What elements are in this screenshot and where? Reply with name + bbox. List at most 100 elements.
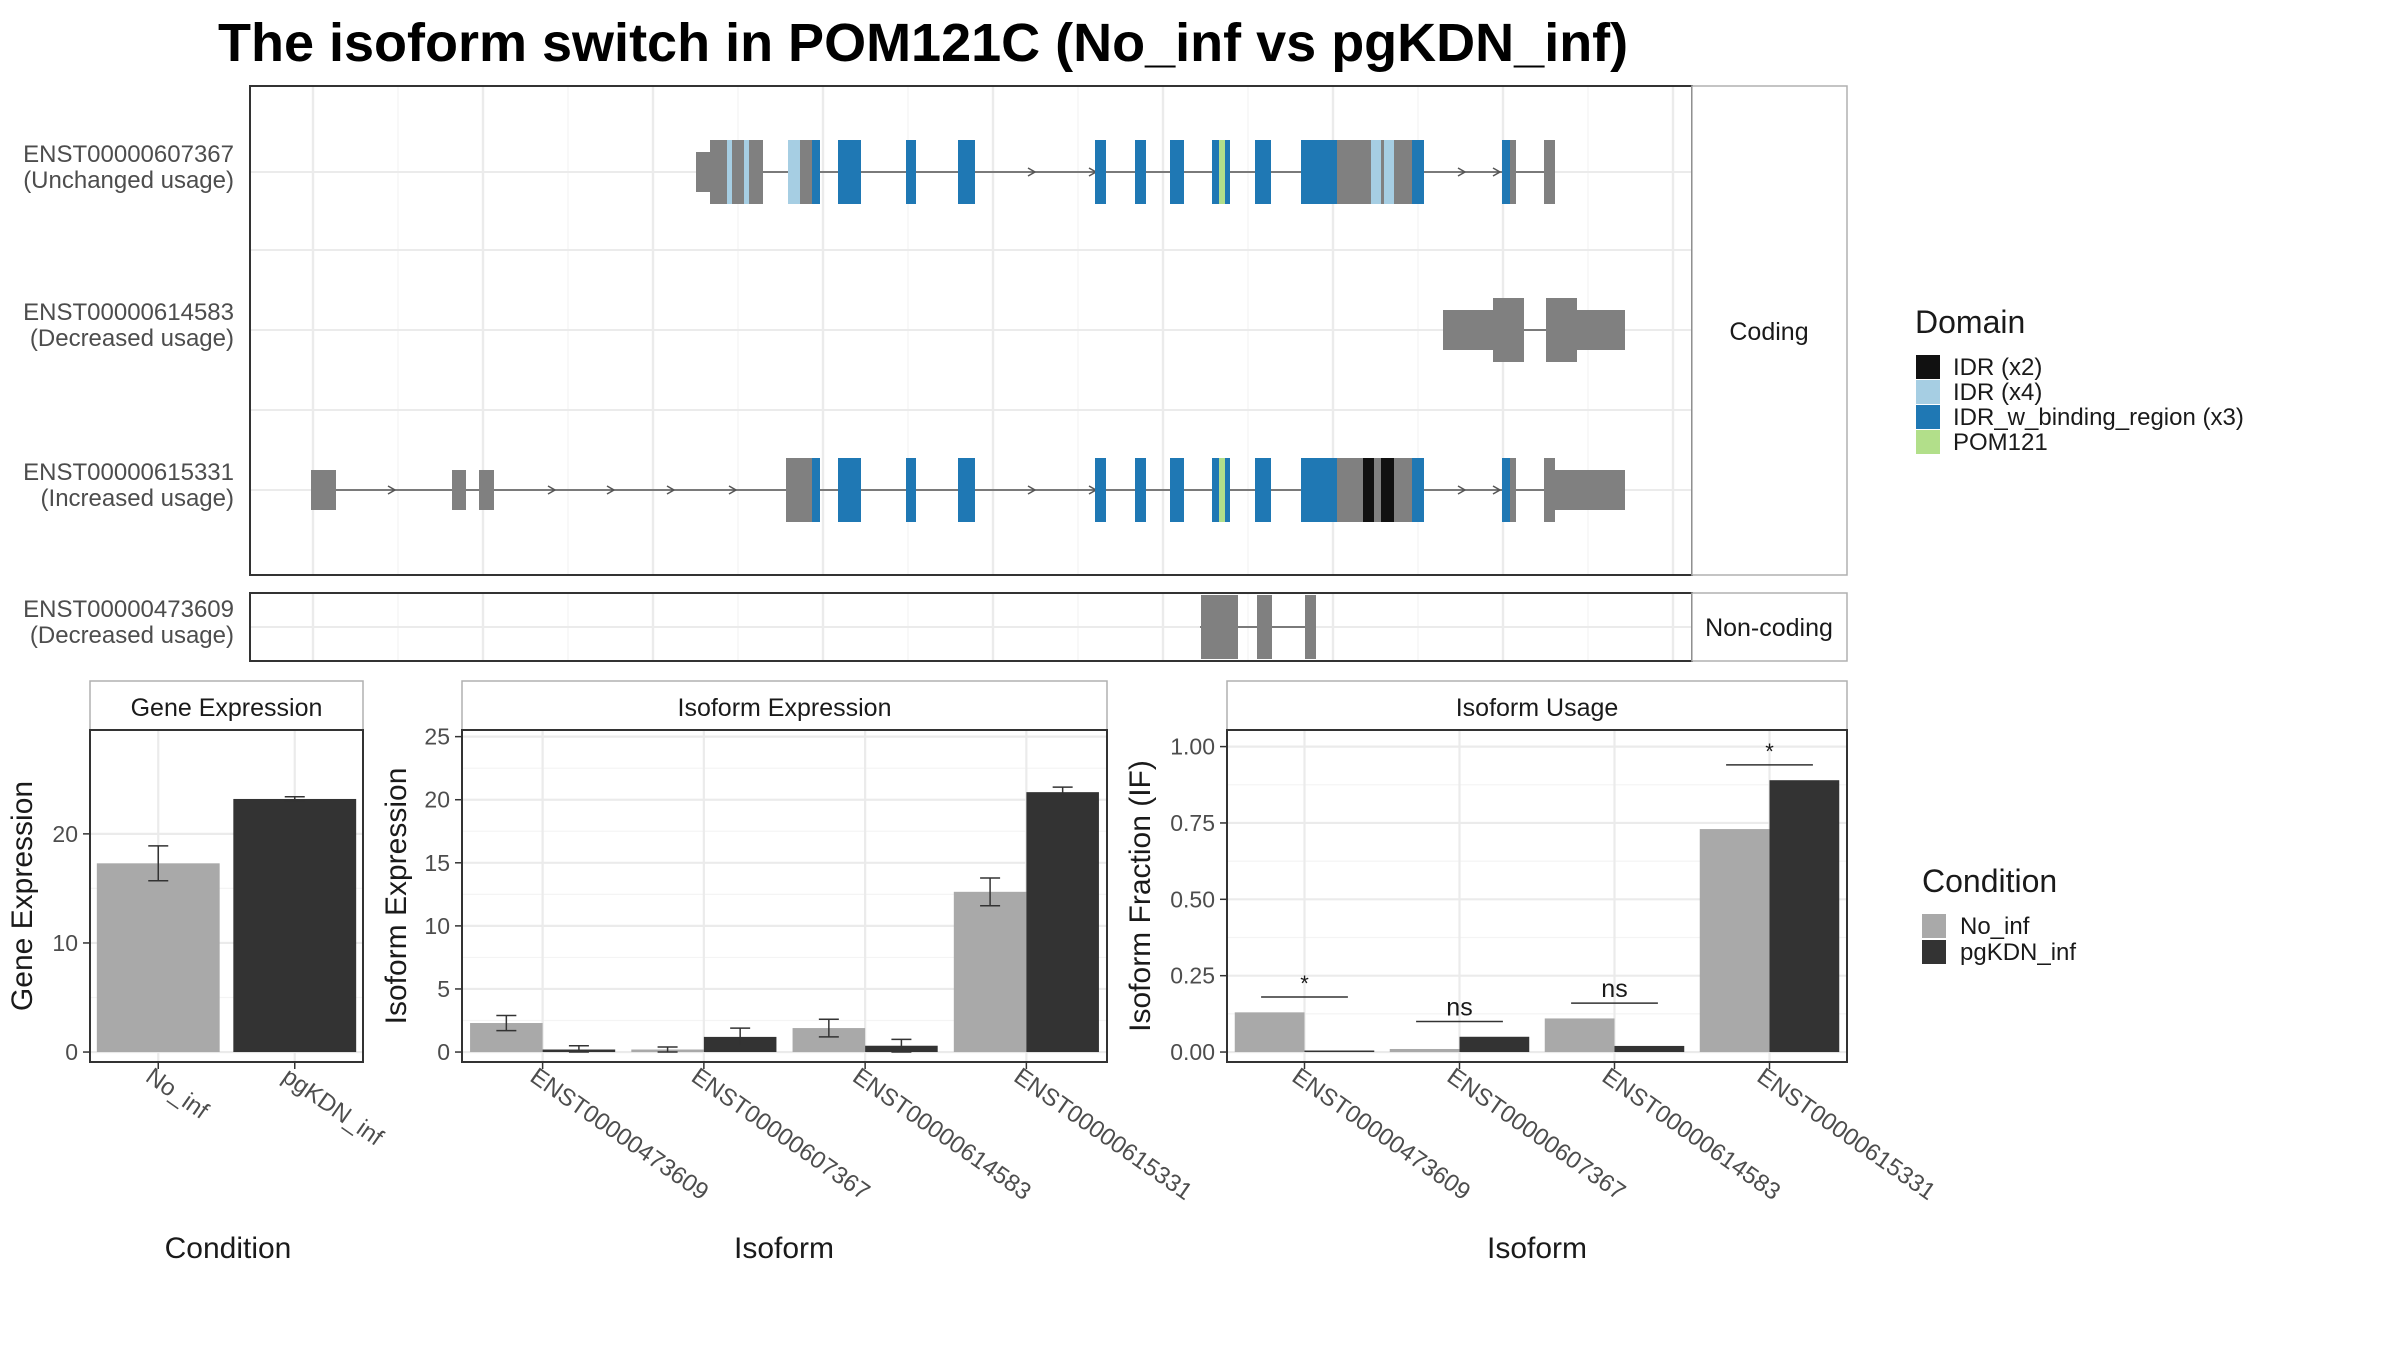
bar-chart-gene-expression: Gene Expression 0 10 20 Gene Expression No_in…: [6, 680, 388, 1265]
exon-block: [1225, 458, 1230, 522]
x-tick-label: ENST00000615331: [1009, 1063, 1197, 1206]
exon-block: [1225, 140, 1230, 204]
y-tick-label: 0.00: [1170, 1039, 1215, 1065]
strand-arrow: [1027, 167, 1037, 177]
exon-block: [906, 140, 916, 204]
exon-block: [1337, 458, 1363, 522]
transcript-structure: Coding Non-coding ENST00000607367(Unchange…: [23, 85, 1848, 662]
significance-label: ns: [1601, 975, 1627, 1003]
domain-legend-label: POM121: [1953, 429, 2048, 456]
condition-legend-label: No_inf: [1960, 913, 2030, 940]
y-tick-label: 15: [424, 850, 450, 876]
x-axis-label: Condition: [165, 1232, 292, 1265]
exon-block: [958, 458, 975, 522]
figure-title: The isoform switch in POM121C (No_inf vs…: [218, 13, 1629, 73]
exon-block: [732, 140, 744, 204]
bar-pgKDN_inf-ENST00000473609: [1304, 1050, 1375, 1053]
exon-block: [838, 458, 861, 522]
y-tick-label: 25: [424, 724, 450, 750]
isoform-usage-label: (Unchanged usage): [23, 167, 234, 194]
y-tick-label: 0.50: [1170, 886, 1215, 912]
panel-title: Isoform Expression: [678, 694, 892, 722]
exon-block: [1135, 458, 1146, 522]
isoform-usage-label: (Decreased usage): [30, 622, 234, 649]
coding-strip: [1691, 85, 1848, 576]
y-tick-label: 10: [52, 930, 78, 956]
utr-block: [311, 470, 336, 510]
isoform-label: ENST00000615331: [23, 459, 234, 486]
utr-block: [696, 152, 712, 192]
bar-pgKDN_inf-ENST00000614583: [1614, 1045, 1685, 1053]
condition-legend-key: [1922, 914, 1946, 938]
domain-legend-key: [1916, 355, 1940, 379]
exon-block: [744, 140, 749, 204]
isoform-usage-label: (Increased usage): [41, 485, 234, 512]
exon-block: [1257, 595, 1272, 659]
y-tick-label: 10: [424, 913, 450, 939]
y-tick-label: 5: [437, 976, 450, 1002]
bar-pgKDN_inf-ENST00000615331: [1769, 780, 1840, 1053]
exon-block: [1305, 595, 1316, 659]
exon-block: [1201, 595, 1238, 659]
domain-legend-key: [1916, 380, 1940, 404]
condition-legend-title: Condition: [1922, 863, 2057, 899]
exon-block: [1095, 458, 1106, 522]
bar-chart-isoform-usage: Isoform Usage * ns ns * 0.00 0.25 0.50 0.75 1.00 I…: [1124, 680, 1940, 1265]
strand-arrow: [1492, 485, 1502, 495]
domain-legend-label: IDR (x4): [1953, 379, 2042, 406]
exon-block: [1394, 458, 1412, 522]
exon-block: [1384, 140, 1394, 204]
strand-arrow: [1457, 167, 1467, 177]
y-axis-label: Isoform Fraction (IF): [1124, 760, 1157, 1032]
isoform-row-473609: [1200, 595, 1316, 659]
isoform-row-615331: [311, 458, 1625, 522]
exon-block: [1255, 458, 1271, 522]
significance-label: *: [1765, 739, 1774, 764]
exon-block: [1301, 458, 1337, 522]
utr-block: [1443, 310, 1493, 350]
x-tick-label: ENST00000473609: [525, 1063, 713, 1206]
domain-legend-key: [1916, 405, 1940, 429]
isoform-label: ENST00000473609: [23, 596, 234, 623]
x-axis-label: Isoform: [1487, 1232, 1587, 1265]
domain-legend-label: IDR (x2): [1953, 354, 2042, 381]
significance-label: *: [1300, 971, 1309, 996]
exon-block: [1170, 458, 1184, 522]
strand-arrow: [728, 485, 738, 495]
exon-block: [906, 458, 916, 522]
utr-block: [1577, 310, 1625, 350]
noncoding-strip: [1691, 592, 1848, 662]
strand-arrow: [1457, 485, 1467, 495]
exon-block: [1219, 140, 1225, 204]
exon-block: [838, 140, 861, 204]
exon-block: [1371, 140, 1381, 204]
bar-pgKDN_inf-ENST00000607367: [1459, 1036, 1530, 1053]
exon-block: [1510, 458, 1516, 522]
bar-No_inf-ENST00000473609: [1234, 1012, 1305, 1053]
exon-block: [1374, 458, 1381, 522]
strip-label-noncoding: Non-coding: [1705, 614, 1833, 642]
exon-block: [710, 140, 727, 204]
exon-block: [812, 458, 820, 522]
y-tick-label: 0: [437, 1039, 450, 1065]
domain-legend-key: [1916, 430, 1940, 454]
bar-chart-isoform-expression: Isoform Expression 0 5 10 15 20 25 Isoform Expr…: [380, 680, 1197, 1265]
utr-block: [479, 470, 494, 510]
exon-block: [1544, 140, 1555, 204]
exon-block: [1337, 140, 1363, 204]
exon-block: [1170, 140, 1184, 204]
panel-strip: [89, 680, 364, 731]
panel-title: Isoform Usage: [1456, 694, 1619, 722]
exon-block: [1301, 140, 1337, 204]
y-axis-label: Isoform Expression: [380, 768, 413, 1025]
x-tick-label: ENST00000607367: [686, 1063, 874, 1206]
bar-pgKDN_inf: [233, 798, 357, 1053]
strand-arrow: [606, 485, 616, 495]
exon-block: [1493, 298, 1524, 362]
exon-block: [788, 140, 800, 204]
y-tick-label: 0: [65, 1039, 78, 1065]
y-tick-label: 20: [424, 787, 450, 813]
exon-block: [812, 140, 820, 204]
